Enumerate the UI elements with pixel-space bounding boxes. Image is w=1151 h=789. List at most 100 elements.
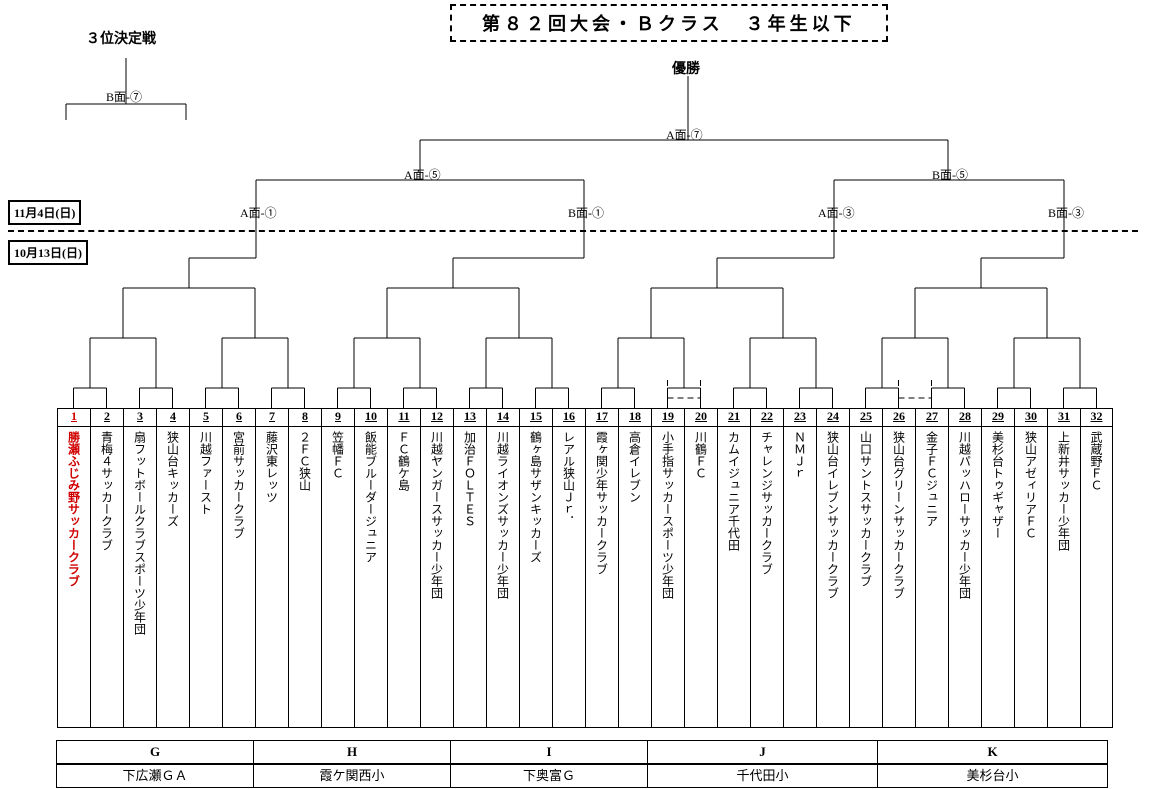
team-col-21: 21カムイジュニア千代田: [717, 408, 750, 728]
team-col-1: 1勝瀬ふじみ野サッカークラブ: [57, 408, 90, 728]
team-number: 22: [751, 409, 783, 427]
team-number: 1: [58, 409, 90, 427]
team-number: 28: [949, 409, 981, 427]
venues-row: 下広瀬ＧＡ霞ケ関西小下奥富Ｇ千代田小美杉台小: [57, 764, 1108, 788]
team-number: 17: [586, 409, 618, 427]
venue-cell: 美杉台小: [877, 764, 1108, 788]
team-col-8: 8２ＦＣ狭山: [288, 408, 321, 728]
team-col-11: 11ＦＣ鶴ケ島: [387, 408, 420, 728]
team-number: 7: [256, 409, 288, 427]
team-number: 13: [454, 409, 486, 427]
group-cell: K: [877, 740, 1108, 764]
team-number: 5: [190, 409, 222, 427]
team-col-5: 5川越ファースト: [189, 408, 222, 728]
team-number: 14: [487, 409, 519, 427]
team-number: 6: [223, 409, 255, 427]
node-semi-left: A面-⑤: [404, 166, 441, 183]
team-col-3: 3扇フットボールクラブスポーツ少年団: [123, 408, 156, 728]
team-number: 3: [124, 409, 156, 427]
team-number: 27: [916, 409, 948, 427]
team-name: 小手指サッカースポーツ少年団: [660, 427, 677, 727]
node-q3: A面-③: [818, 204, 855, 221]
team-name: 川越ライオンズサッカー少年団: [495, 427, 512, 727]
team-number: 25: [850, 409, 882, 427]
team-number: 29: [982, 409, 1014, 427]
team-col-6: 6宮前サッカークラブ: [222, 408, 255, 728]
team-col-27: 27金子ＦＣジュニア: [915, 408, 948, 728]
node-q2: B面-①: [568, 204, 604, 221]
team-name: チャレンジサッカークラブ: [759, 427, 776, 727]
team-name: ２ＦＣ狭山: [297, 427, 314, 727]
team-name: 飯能ブルーダージュニア: [363, 427, 380, 727]
team-number: 18: [619, 409, 651, 427]
team-number: 8: [289, 409, 321, 427]
group-cell: I: [450, 740, 648, 764]
team-name: 山口サントスサッカークラブ: [858, 427, 875, 727]
champion-label: 優勝: [672, 58, 700, 78]
team-col-7: 7藤沢東レッツ: [255, 408, 288, 728]
node-semi-right: B面-⑤: [932, 166, 968, 183]
team-name: 川越ファースト: [198, 427, 215, 727]
team-name: 武蔵野ＦＣ: [1088, 427, 1105, 727]
team-col-18: 18高倉イレブン: [618, 408, 651, 728]
node-q1: A面-①: [240, 204, 277, 221]
team-name: 川鶴ＦＣ: [693, 427, 710, 727]
team-number: 15: [520, 409, 552, 427]
venue-cell: 霞ケ関西小: [253, 764, 451, 788]
groups-row: GHIJK: [57, 740, 1108, 764]
team-number: 12: [421, 409, 453, 427]
team-number: 9: [322, 409, 354, 427]
team-col-29: 29美杉台トゥギャザー: [981, 408, 1014, 728]
team-name: 狭山台イレブンサッカークラブ: [825, 427, 842, 727]
team-number: 11: [388, 409, 420, 427]
team-name: ＮＭＪｒ: [792, 427, 809, 727]
team-col-12: 12川越ヤンガースサッカー少年団: [420, 408, 453, 728]
team-name: 川越パッハローサッカー少年団: [957, 427, 974, 727]
venue-cell: 下広瀬ＧＡ: [56, 764, 254, 788]
team-name: ＦＣ鶴ケ島: [396, 427, 413, 727]
date-final: 11月4日(日): [8, 200, 81, 225]
team-name: 狭山台グリーンサッカークラブ: [891, 427, 908, 727]
team-name: 鶴ヶ島サザンキッカーズ: [528, 427, 545, 727]
team-name: 藤沢東レッツ: [264, 427, 281, 727]
team-col-15: 15鶴ヶ島サザンキッカーズ: [519, 408, 552, 728]
team-col-28: 28川越パッハローサッカー少年団: [948, 408, 981, 728]
team-col-23: 23ＮＭＪｒ: [783, 408, 816, 728]
team-name: カムイジュニア千代田: [726, 427, 743, 727]
team-name: 笠幡ＦＣ: [330, 427, 347, 727]
team-col-31: 31上新井サッカー少年団: [1047, 408, 1080, 728]
team-name: 高倉イレブン: [627, 427, 644, 727]
team-name: 川越ヤンガースサッカー少年団: [429, 427, 446, 727]
team-col-17: 17霞ヶ関少年サッカークラブ: [585, 408, 618, 728]
node-final: A面-⑦: [666, 126, 703, 143]
separator-line: [8, 230, 1138, 232]
team-name: 扇フットボールクラブスポーツ少年団: [132, 427, 149, 727]
team-col-32: 32武蔵野ＦＣ: [1080, 408, 1113, 728]
date-round: 10月13日(日): [8, 240, 88, 265]
team-col-4: 4狭山台キッカーズ: [156, 408, 189, 728]
teams-table: 1勝瀬ふじみ野サッカークラブ2青梅４サッカークラブ3扇フットボールクラブスポーツ…: [57, 408, 1113, 728]
team-name: 狭山アゼィリアＦＣ: [1023, 427, 1040, 727]
third-place-label: ３位決定戦: [86, 28, 156, 48]
team-number: 24: [817, 409, 849, 427]
node-q4: B面-③: [1048, 204, 1084, 221]
team-col-14: 14川越ライオンズサッカー少年団: [486, 408, 519, 728]
venue-cell: 千代田小: [647, 764, 878, 788]
team-number: 16: [553, 409, 585, 427]
team-col-19: 19小手指サッカースポーツ少年団: [651, 408, 684, 728]
team-col-9: 9笠幡ＦＣ: [321, 408, 354, 728]
team-number: 10: [355, 409, 387, 427]
team-number: 26: [883, 409, 915, 427]
tournament-title: 第８２回大会・Ｂクラス ３年生以下: [450, 4, 888, 42]
team-name: レアル狭山Ｊｒ．: [561, 427, 578, 727]
group-cell: H: [253, 740, 451, 764]
team-number: 20: [685, 409, 717, 427]
team-number: 21: [718, 409, 750, 427]
team-name: 加治ＦＯＬＴＥＳ: [462, 427, 479, 727]
team-name: 美杉台トゥギャザー: [990, 427, 1007, 727]
team-name: 上新井サッカー少年団: [1056, 427, 1073, 727]
team-number: 32: [1081, 409, 1112, 427]
team-number: 2: [91, 409, 123, 427]
team-col-2: 2青梅４サッカークラブ: [90, 408, 123, 728]
team-name: 狭山台キッカーズ: [165, 427, 182, 727]
